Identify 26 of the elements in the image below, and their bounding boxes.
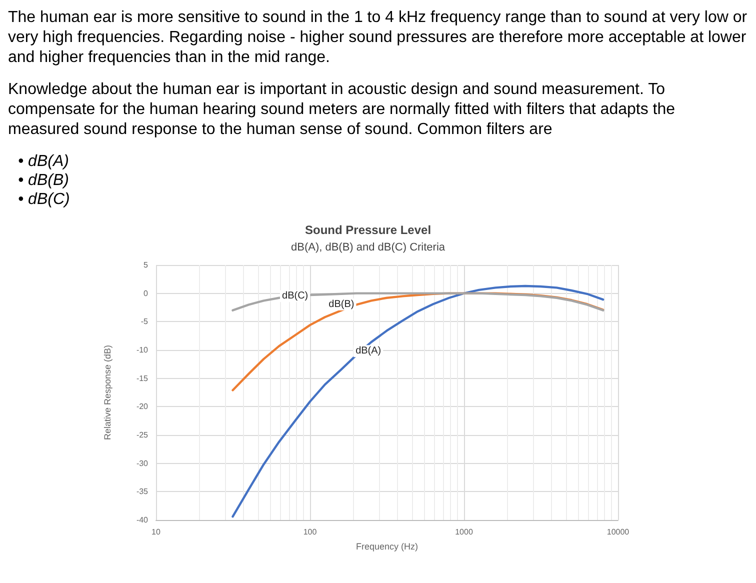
chart-subtitle: dB(A), dB(B) and dB(C) Criteria [290,242,446,254]
x-axis-title: Frequency (Hz) [356,542,418,552]
x-tick-label: 10 [152,528,161,536]
text: Knowledge about the human ear is important in acoustic design and sound measurement. To compensate for the human hearing sound meters are normally fitted with filters that adapts the measured sound response to the human sense of sound. Common filters are [8,80,676,140]
series-label: dB(A) [356,346,382,357]
y-tick-label: -20 [136,402,149,412]
y-tick-label: -25 [136,430,149,440]
x-tick-label: 1000 [455,528,474,536]
y-tick-label: 0 [144,288,149,298]
y-tick-label: -15 [136,374,149,383]
text: • dB(C) [18,190,71,209]
y-tick-label: -10 [136,346,149,354]
y-tick-label: -40 [136,516,149,524]
y-tick-label: -30 [136,458,149,468]
x-tick-label: 10000 [606,528,630,536]
y-tick-label: 5 [144,260,149,270]
text: • dB(B) [18,171,70,190]
chart-title: Sound Pressure Level [304,223,432,237]
line-series [232,284,604,518]
y-tick-label: -35 [136,487,149,496]
text: The human ear is more sensitive to sound in the 1 to 4 kHz frequency range than to sound at very low or very high frequencies. Regarding noise - higher sound pressures are therefore more acceptable at lower and higher frequencies than in the mid range. [8,8,748,68]
x-tick-label: 100 [303,528,318,536]
series-label: dB(B) [328,298,354,310]
y-tick-label: -5 [140,317,149,326]
text: • dB(A) [18,152,70,171]
y-axis-title: Relative Response (dB) [102,344,112,440]
